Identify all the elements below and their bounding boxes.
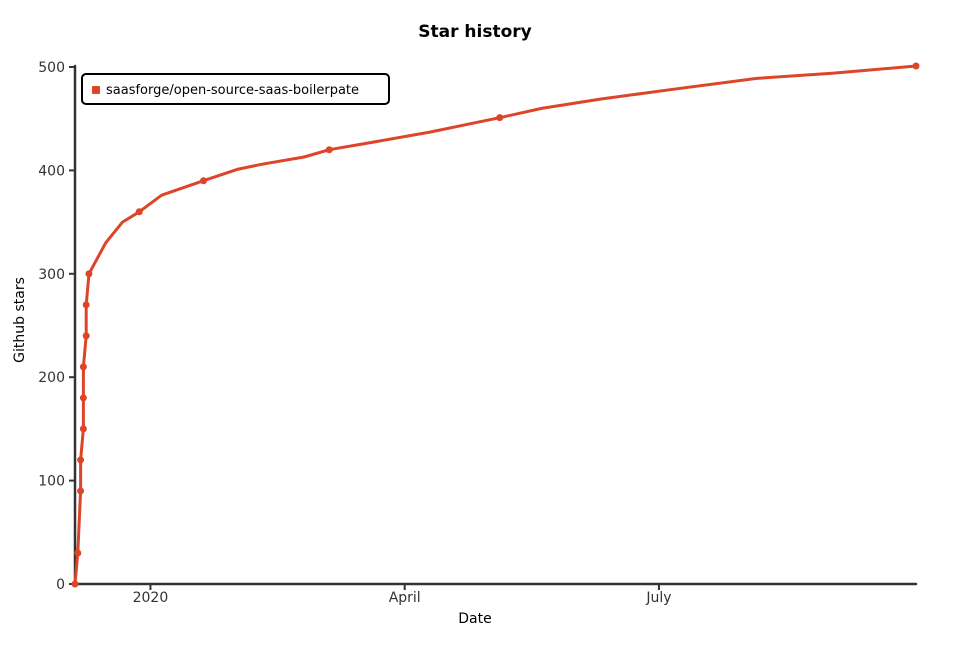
series-layer	[71, 62, 920, 588]
x-tick-label: 2020	[133, 590, 169, 606]
series-line	[73, 64, 918, 586]
data-point	[325, 146, 333, 154]
y-tick-label: 200	[38, 370, 65, 386]
data-point	[200, 177, 208, 185]
data-point	[85, 270, 93, 278]
data-point	[79, 363, 87, 371]
y-tick-label: 100	[38, 474, 65, 490]
y-tick-label: 0	[56, 577, 65, 593]
y-axis-ticks: 0 100 200 300 400 500	[38, 60, 75, 593]
y-axis-label: Github stars	[12, 277, 28, 363]
x-tick-label: April	[389, 590, 421, 606]
x-tick-label: July	[645, 590, 671, 606]
y-tick-label: 300	[38, 267, 65, 283]
data-point	[74, 549, 82, 557]
chart-title: Star history	[418, 22, 531, 42]
y-tick-label: 400	[38, 163, 65, 179]
y-tick-label: 500	[38, 60, 65, 76]
x-axis-label: Date	[458, 611, 491, 627]
legend-box	[81, 73, 390, 105]
data-point	[135, 208, 143, 216]
legend-swatch	[92, 86, 100, 94]
data-point	[77, 487, 85, 495]
legend: saasforge/open-source-saas-boilerpate	[81, 73, 390, 105]
data-point	[71, 580, 79, 588]
legend-label: saasforge/open-source-saas-boilerpate	[106, 83, 359, 98]
data-point	[79, 394, 87, 402]
data-point	[912, 62, 920, 70]
x-axis-ticks: 2020 April July	[133, 584, 672, 606]
data-point	[82, 301, 90, 309]
data-point	[82, 332, 90, 340]
data-point	[79, 425, 87, 433]
data-point	[77, 456, 85, 464]
data-point	[496, 114, 504, 122]
